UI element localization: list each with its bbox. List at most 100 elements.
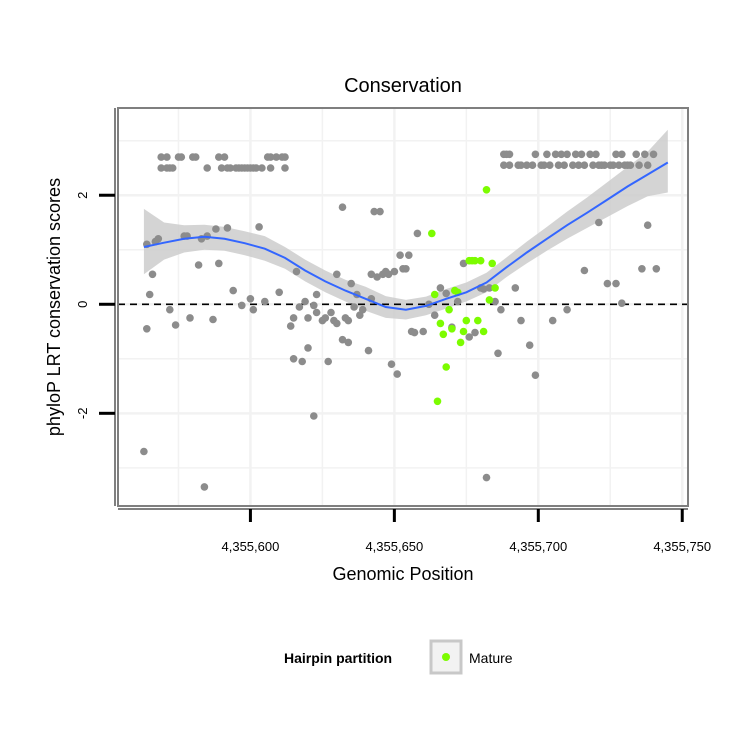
point-other xyxy=(157,164,165,172)
point-other xyxy=(350,303,358,311)
point-other xyxy=(367,270,376,279)
point-mature xyxy=(445,305,453,314)
point-other xyxy=(148,270,157,279)
point-other xyxy=(292,267,301,276)
point-other xyxy=(632,150,640,159)
x-tick-label: 4,355,700 xyxy=(509,539,567,554)
point-other xyxy=(410,328,419,337)
point-other xyxy=(612,279,620,288)
point-other xyxy=(286,322,295,330)
point-other xyxy=(580,161,589,169)
point-mature xyxy=(462,316,471,325)
point-other xyxy=(212,225,220,233)
point-other xyxy=(531,371,540,380)
point-other xyxy=(618,150,626,159)
point-other xyxy=(511,284,520,292)
legend-label-mature: Mature xyxy=(469,650,513,666)
point-mature xyxy=(436,319,445,328)
point-other xyxy=(333,319,341,328)
point-mature xyxy=(491,284,499,292)
legend: Hairpin partition Mature xyxy=(284,639,513,675)
x-axis-title: Genomic Position xyxy=(332,564,473,584)
point-other xyxy=(405,251,413,259)
plot-panel xyxy=(117,107,689,507)
point-mature xyxy=(448,325,456,333)
point-other xyxy=(419,327,428,336)
point-other xyxy=(281,153,289,161)
point-other xyxy=(258,164,266,172)
point-other xyxy=(554,161,563,169)
point-other xyxy=(168,164,177,172)
point-other xyxy=(312,290,321,299)
point-other xyxy=(525,341,534,350)
point-other xyxy=(312,308,321,317)
point-other xyxy=(310,301,318,310)
point-other xyxy=(304,344,312,352)
point-other xyxy=(203,164,211,172)
point-other xyxy=(603,279,612,288)
point-other xyxy=(571,150,580,159)
point-other xyxy=(266,153,275,161)
point-other xyxy=(246,295,255,303)
point-other xyxy=(396,251,404,259)
x-tick-label: 4,355,750 xyxy=(653,539,711,554)
point-other xyxy=(215,259,223,268)
point-other xyxy=(157,153,165,161)
point-mature xyxy=(439,330,448,339)
point-other xyxy=(393,370,402,378)
legend-title: Hairpin partition xyxy=(284,650,392,666)
point-other xyxy=(643,161,652,169)
point-other xyxy=(638,265,646,273)
point-other xyxy=(459,259,468,268)
point-other xyxy=(505,161,514,169)
point-mature xyxy=(428,229,436,238)
y-tick-label: 0 xyxy=(75,301,90,308)
point-other xyxy=(626,161,635,169)
point-other xyxy=(344,316,353,325)
point-other xyxy=(200,483,209,491)
point-other xyxy=(266,164,275,172)
smooth-trend-line xyxy=(143,161,669,311)
point-other xyxy=(577,150,586,159)
point-other xyxy=(500,161,508,169)
point-other xyxy=(609,161,617,169)
point-mature xyxy=(430,290,439,299)
point-other xyxy=(333,270,341,279)
point-mature xyxy=(485,296,494,304)
point-other xyxy=(589,161,597,169)
point-other xyxy=(298,357,307,366)
point-mature xyxy=(474,316,482,325)
point-other xyxy=(600,161,609,169)
point-other xyxy=(618,299,626,308)
panel-border xyxy=(117,107,689,507)
point-other xyxy=(261,297,269,306)
point-other xyxy=(364,346,373,355)
point-other xyxy=(163,153,171,161)
point-other xyxy=(301,297,309,306)
points-other-series xyxy=(140,150,661,491)
point-other xyxy=(523,161,531,169)
point-other xyxy=(226,164,235,172)
point-other xyxy=(574,161,583,169)
point-other xyxy=(465,333,474,341)
point-mature xyxy=(459,327,468,336)
grid-lines xyxy=(118,108,688,506)
point-other xyxy=(338,335,347,344)
point-other xyxy=(531,150,540,159)
point-other xyxy=(289,355,298,363)
point-other xyxy=(543,150,551,159)
point-other xyxy=(217,164,226,172)
point-other xyxy=(304,314,312,322)
point-mature xyxy=(456,338,465,347)
x-tick-label: 4,355,600 xyxy=(222,539,280,554)
point-other xyxy=(548,316,557,325)
point-other xyxy=(485,284,494,292)
point-other xyxy=(615,161,623,169)
point-other xyxy=(338,203,347,211)
point-other xyxy=(384,270,393,279)
point-other xyxy=(209,315,217,324)
point-mature xyxy=(433,397,442,406)
point-other xyxy=(171,321,180,329)
point-other xyxy=(370,207,379,216)
point-other xyxy=(436,284,445,292)
